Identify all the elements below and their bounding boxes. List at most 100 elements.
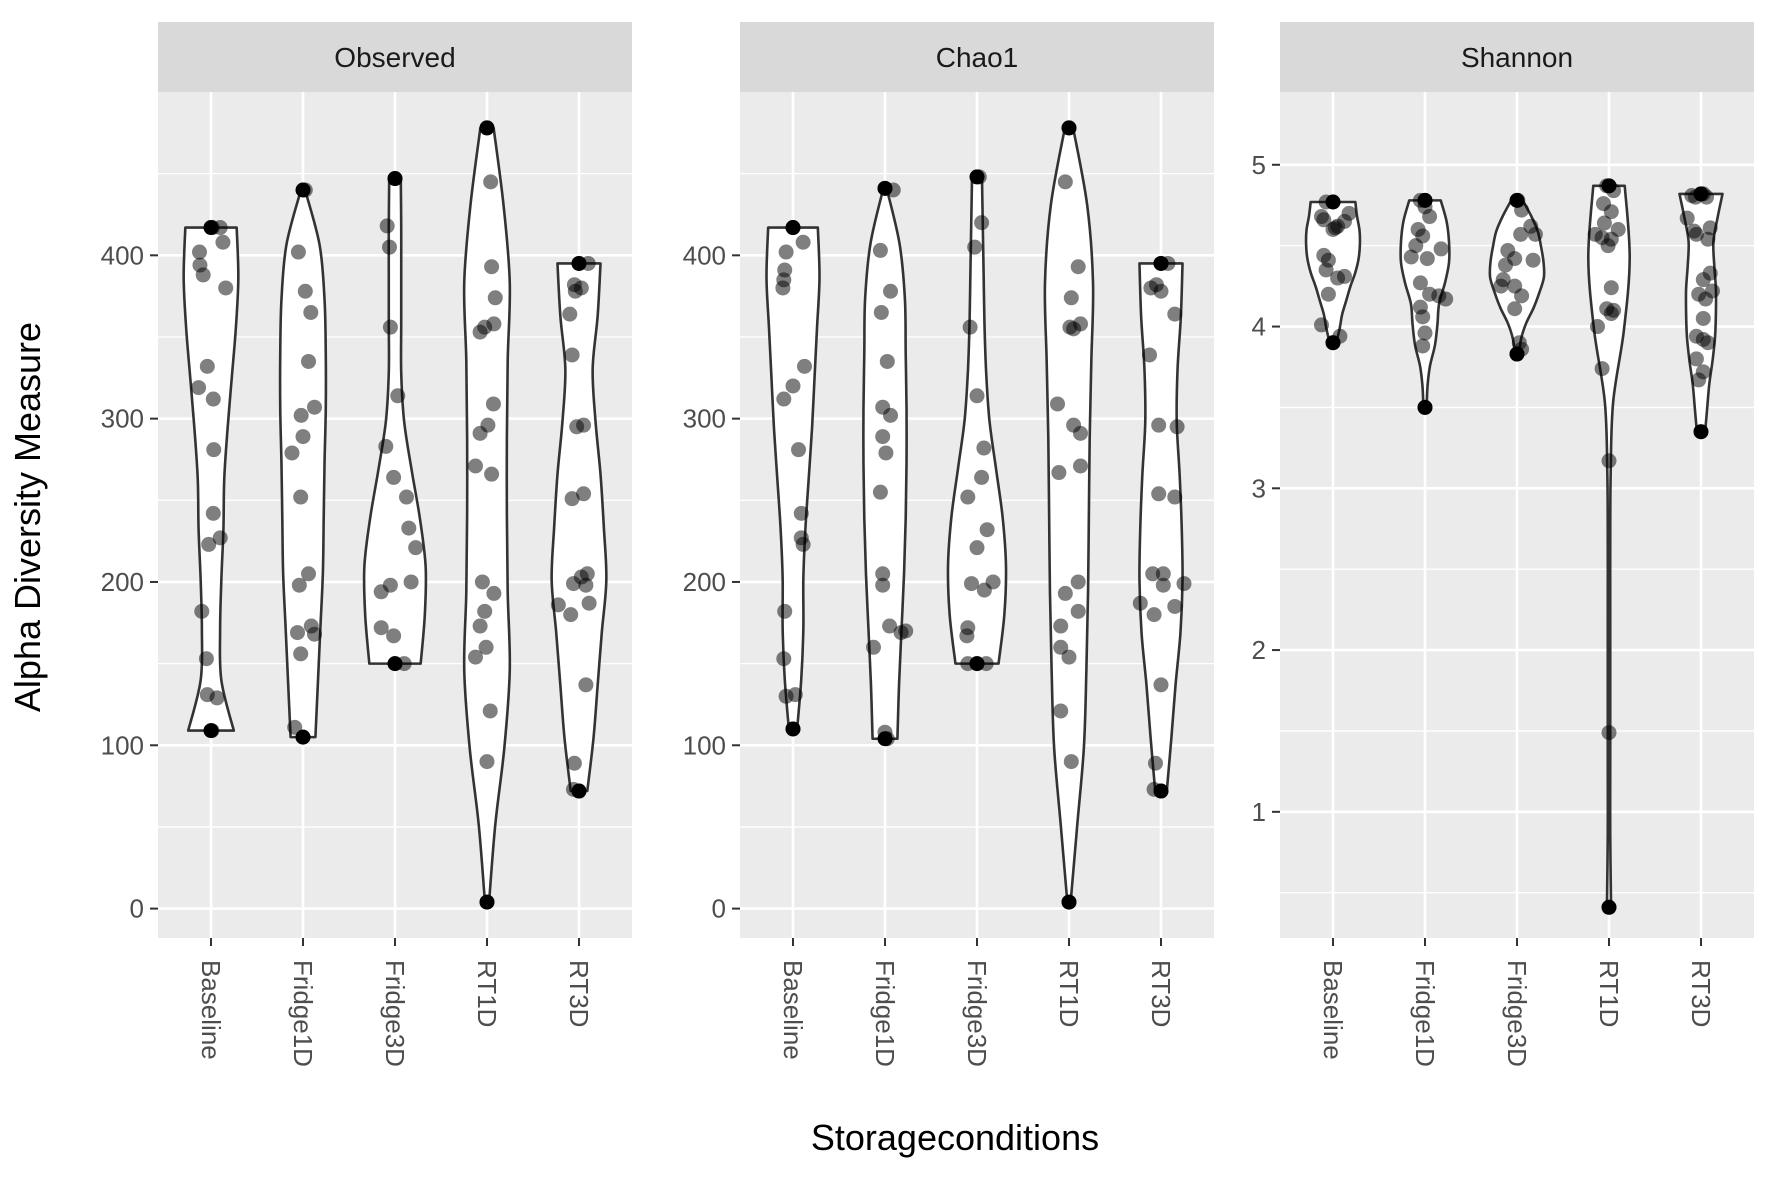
data-point: [199, 358, 215, 374]
data-point: [287, 719, 303, 735]
data-point: [205, 391, 221, 407]
y-tick-label: 300: [101, 404, 144, 434]
strip-background: [1280, 22, 1754, 92]
data-point: [573, 280, 589, 296]
data-point: [550, 597, 566, 613]
data-point: [1695, 310, 1711, 326]
max-point: [1061, 120, 1077, 136]
data-point: [875, 566, 891, 582]
y-axis-title: Alpha Diversity Measure: [7, 322, 48, 712]
x-tick-label: Baseline: [778, 960, 808, 1060]
data-point: [291, 577, 307, 593]
data-point: [959, 628, 975, 644]
min-point: [969, 656, 985, 672]
data-point: [1051, 465, 1067, 481]
data-point: [1688, 351, 1704, 367]
data-point: [293, 489, 309, 505]
data-point: [569, 419, 585, 435]
data-point: [1153, 283, 1169, 299]
data-point: [1167, 306, 1183, 322]
facet-title: Shannon: [1461, 42, 1573, 73]
data-point: [1408, 238, 1424, 254]
data-point: [1601, 725, 1617, 741]
violin-rt3d: [1138, 262, 1184, 793]
data-point: [1151, 486, 1167, 502]
y-tick-label: 3: [1252, 473, 1266, 503]
data-point: [408, 540, 424, 556]
facet-observed: 0 100 200 300 400 Baseline Fridge1D Fridge3D RT1…: [101, 22, 632, 1067]
x-tick-label: RT3D: [1686, 960, 1716, 1027]
data-point: [969, 388, 985, 404]
data-point: [969, 540, 985, 556]
x-tick-label: RT1D: [1594, 960, 1624, 1027]
data-point: [1688, 226, 1704, 242]
min-point: [1061, 894, 1077, 910]
data-point: [1596, 215, 1612, 231]
data-point: [1603, 204, 1619, 220]
data-point: [1702, 220, 1718, 236]
data-point: [963, 576, 979, 592]
data-point: [1151, 417, 1167, 433]
data-point: [1057, 585, 1073, 601]
data-point: [215, 234, 231, 250]
data-point: [1053, 639, 1069, 655]
data-point: [201, 536, 217, 552]
data-point: [882, 618, 898, 634]
data-point: [1419, 251, 1435, 267]
data-point: [1167, 598, 1183, 614]
max-point: [1509, 192, 1525, 208]
data-point: [898, 623, 914, 639]
data-point: [486, 585, 502, 601]
min-point: [571, 783, 587, 799]
data-point: [1415, 309, 1431, 325]
data-point: [1061, 649, 1077, 665]
data-point: [1053, 703, 1069, 719]
data-point: [1412, 275, 1428, 291]
max-point: [1325, 194, 1341, 210]
max-point: [295, 182, 311, 198]
y-tick-label: 200: [101, 567, 144, 597]
data-point: [1603, 280, 1619, 296]
x-tick-label: Baseline: [196, 960, 226, 1060]
data-point: [301, 353, 317, 369]
min-point: [1325, 335, 1341, 351]
data-point: [578, 577, 594, 593]
data-point: [1147, 755, 1163, 771]
data-point: [777, 603, 793, 619]
data-point: [1330, 270, 1346, 286]
max-point: [203, 220, 219, 236]
data-point: [378, 438, 394, 454]
data-point: [290, 244, 306, 260]
data-point: [479, 754, 495, 770]
x-tick-label: RT1D: [1054, 960, 1084, 1027]
data-point: [879, 353, 895, 369]
data-point: [1057, 174, 1073, 190]
facet-title: Chao1: [936, 42, 1019, 73]
data-point: [1525, 252, 1541, 268]
data-point: [1507, 301, 1523, 317]
data-point: [872, 484, 888, 500]
data-point: [1594, 361, 1610, 377]
data-point: [1050, 396, 1065, 412]
data-point: [403, 574, 419, 590]
data-point: [399, 489, 414, 505]
data-point: [293, 407, 309, 423]
data-point: [1070, 574, 1086, 590]
data-point: [793, 505, 809, 521]
data-point: [289, 625, 305, 641]
data-point: [1167, 489, 1183, 505]
data-point: [1695, 272, 1711, 288]
strip-background: [740, 22, 1214, 92]
data-point: [1314, 317, 1329, 333]
data-point: [878, 445, 894, 461]
data-point: [1146, 607, 1162, 623]
data-point: [1403, 249, 1419, 265]
data-point: [401, 520, 417, 536]
data-point: [1073, 425, 1088, 441]
data-point: [1155, 577, 1171, 593]
data-point: [1073, 458, 1088, 474]
data-point: [564, 347, 580, 363]
data-point: [485, 396, 501, 412]
min-point: [203, 723, 219, 739]
data-point: [484, 466, 500, 482]
